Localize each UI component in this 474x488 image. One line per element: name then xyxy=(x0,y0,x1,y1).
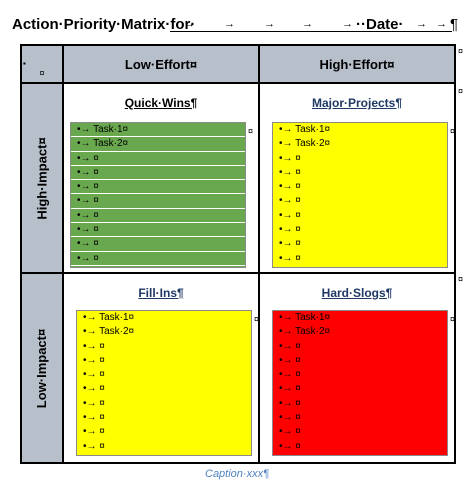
caption: Caption·xxx¶ xyxy=(205,468,269,480)
task-list-item: •→ ¤ xyxy=(71,237,245,252)
date-underline-field xyxy=(412,31,452,32)
task-list-item: •→ Task·2¤ xyxy=(279,326,331,338)
quadrant-title: Quick·Wins¶ xyxy=(124,96,198,110)
end-of-row-mark: ¤ xyxy=(458,46,464,56)
quadrant-hard-slogs: Hard·Slogs¶ •→ Task·1¤ •→ Task·2¤ •→ ¤ •→ ¤… xyxy=(259,273,455,463)
task-list-item: •→ Task·2¤ xyxy=(83,326,135,338)
task-list-item: •→ Task·2¤ xyxy=(71,137,245,152)
tab-arrow: → xyxy=(436,18,447,30)
row-header-high-impact: High·Impact¤ xyxy=(21,83,63,273)
task-list-item: •→ ¤ xyxy=(279,369,301,381)
date-label: ··Date· xyxy=(356,16,404,33)
row-header-low-impact: Low·Impact¤ xyxy=(21,273,63,463)
quadrant-title: Fill·Ins¶ xyxy=(138,286,184,300)
task-list-item: •→ ¤ xyxy=(279,166,301,178)
task-list-item: •→ ¤ xyxy=(279,383,301,395)
task-list-item: •→ ¤ xyxy=(279,354,301,366)
task-list-major-projects: •→ Task·1¤ •→ Task·2¤ •→ ¤ •→ ¤ •→ ¤ •→ ¤ •→ ¤… xyxy=(272,122,448,268)
task-list-item: •→ ¤ xyxy=(279,209,301,221)
table-corner-cell: ¤ xyxy=(21,45,63,83)
priority-matrix-table: ¤ ▪ Low·Effort¤ High·Effort¤ High·Impact… xyxy=(20,44,456,464)
task-list-item: •→ Task·1¤ xyxy=(279,312,331,323)
document-title: Action·Priority·Matrix·for· → → → → → ··… xyxy=(12,16,460,36)
task-list-item: •→ ¤ xyxy=(83,426,105,438)
task-list-item: •→ ¤ xyxy=(83,340,105,352)
end-of-row-mark: ¤ xyxy=(458,274,464,284)
task-list-quick-wins: •→ Task·1¤ •→ Task·2¤ •→ ¤ •→ ¤ •→ ¤ •→ ¤ •→ ¤… xyxy=(70,122,246,268)
column-header-high-effort: High·Effort¤ xyxy=(259,45,455,83)
task-list-item: •→ ¤ xyxy=(279,440,301,452)
task-list-item: •→ ¤ xyxy=(83,383,105,395)
quadrant-title: Major·Projects¶ xyxy=(311,96,403,110)
quadrant-fill-ins: Fill·Ins¶ •→ Task·1¤ •→ Task·2¤ •→ ¤ •→ ¤ •→… xyxy=(63,273,259,463)
tab-arrow: → xyxy=(184,18,195,30)
quadrant-quick-wins: Quick·Wins¶ •→ Task·1¤ •→ Task·2¤ •→ ¤ •→ ¤… xyxy=(63,83,259,273)
tab-arrow: → xyxy=(416,18,427,30)
tab-arrow: → xyxy=(264,18,275,30)
task-list-item: •→ ¤ xyxy=(71,194,245,209)
task-list-item: •→ Task·1¤ xyxy=(279,124,331,135)
tab-arrow: → xyxy=(342,18,353,30)
task-list-item: •→ ¤ xyxy=(83,397,105,409)
task-list-item: •→ ¤ xyxy=(83,412,105,424)
task-list-item: •→ Task·2¤ xyxy=(279,138,331,150)
task-list-item: •→ ¤ xyxy=(71,251,245,266)
cell-mark: ¤ xyxy=(248,126,254,136)
task-list-item: •→ Task·1¤ xyxy=(71,123,245,138)
title-underline-field xyxy=(170,31,412,32)
task-list-item: •→ ¤ xyxy=(83,354,105,366)
bullet-mark: ▪ xyxy=(23,59,26,68)
quadrant-major-projects: Major·Projects¶ •→ Task·1¤ •→ Task·2¤ •→ ¤… xyxy=(259,83,455,273)
tab-arrow: → xyxy=(302,18,313,30)
task-list-item: •→ ¤ xyxy=(71,208,245,224)
task-list-item: •→ ¤ xyxy=(279,397,301,409)
task-list-item: •→ ¤ xyxy=(279,195,301,207)
end-of-row-mark: ¤ xyxy=(458,86,464,96)
task-list-fill-ins: •→ Task·1¤ •→ Task·2¤ •→ ¤ •→ ¤ •→ ¤ •→ ¤ •→ ¤… xyxy=(76,310,252,456)
pilcrow: ¶ xyxy=(450,16,459,33)
task-list-item: •→ ¤ xyxy=(83,369,105,381)
task-list-item: •→ ¤ xyxy=(279,412,301,424)
task-list-item: •→ ¤ xyxy=(279,238,301,250)
task-list-item: •→ ¤ xyxy=(279,181,301,193)
task-list-item: •→ ¤ xyxy=(83,440,105,452)
task-list-hard-slogs: •→ Task·1¤ •→ Task·2¤ •→ ¤ •→ ¤ •→ ¤ •→ ¤ •→ ¤… xyxy=(272,310,448,456)
task-list-item: •→ ¤ xyxy=(71,180,245,195)
task-list-item: •→ ¤ xyxy=(279,252,301,264)
column-header-low-effort: Low·Effort¤ xyxy=(63,45,259,83)
task-list-item: •→ ¤ xyxy=(71,223,245,238)
task-list-item: •→ ¤ xyxy=(71,151,245,166)
tab-arrow: → xyxy=(224,18,235,30)
title-text: Action·Priority·Matrix·for· xyxy=(12,16,196,33)
cell-mark: ¤ xyxy=(254,314,260,324)
task-list-item: •→ Task·1¤ xyxy=(83,312,135,323)
task-list-item: •→ ¤ xyxy=(279,152,301,164)
cell-mark: ¤ xyxy=(450,126,456,136)
task-list-item: •→ ¤ xyxy=(279,340,301,352)
task-list-item: •→ ¤ xyxy=(279,224,301,236)
task-list-item: •→ ¤ xyxy=(279,426,301,438)
cell-mark: ¤ xyxy=(450,314,456,324)
quadrant-title: Hard·Slogs¶ xyxy=(321,286,393,300)
task-list-item: •→ ¤ xyxy=(71,165,245,181)
